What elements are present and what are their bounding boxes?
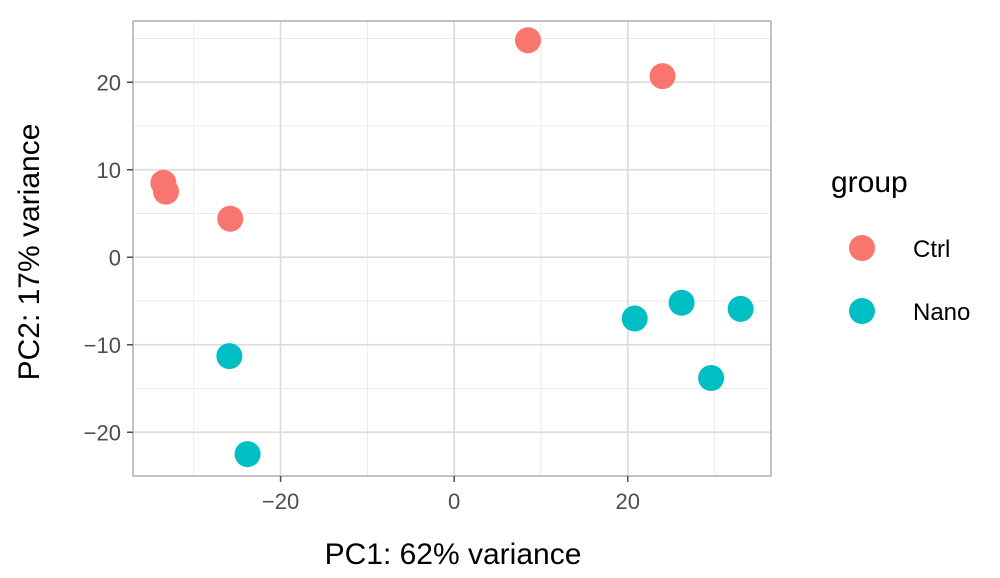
legend-key-nano <box>849 298 875 324</box>
x-tick-label: −20 <box>262 489 299 514</box>
panel-border <box>132 20 772 477</box>
y-tick-label: −20 <box>84 420 121 445</box>
y-axis-ticks: −20 −10 0 10 20 <box>84 70 133 445</box>
x-axis-ticks: −20 0 20 <box>262 476 640 514</box>
data-point-nano <box>234 441 261 468</box>
panel-background <box>133 21 771 476</box>
legend: group Ctrl Nano <box>831 166 970 326</box>
legend-title: group <box>831 166 908 199</box>
y-tick-label: 0 <box>109 245 121 270</box>
y-tick-label: 10 <box>97 158 121 183</box>
data-point-ctrl <box>514 27 541 54</box>
legend-label-ctrl: Ctrl <box>913 236 950 263</box>
legend-label-nano: Nano <box>913 299 970 326</box>
legend-key-ctrl <box>849 235 875 261</box>
y-tick-label: −10 <box>84 333 121 358</box>
data-point-ctrl <box>217 205 244 232</box>
legend-items: Ctrl Nano <box>849 235 970 326</box>
data-point-nano <box>698 365 725 391</box>
data-point-nano <box>216 343 243 370</box>
y-tick-label: 20 <box>97 70 121 95</box>
y-axis-title: PC2: 17% variance <box>13 124 46 381</box>
x-tick-label: 0 <box>448 489 460 514</box>
x-tick-label: 20 <box>616 489 640 514</box>
plot-area <box>132 20 772 477</box>
data-point-ctrl <box>649 63 676 90</box>
data-point-ctrl <box>152 178 179 205</box>
data-point-nano <box>668 289 695 316</box>
data-point-nano <box>621 305 648 332</box>
x-axis-title: PC1: 62% variance <box>325 538 582 571</box>
data-point-nano <box>727 295 754 322</box>
